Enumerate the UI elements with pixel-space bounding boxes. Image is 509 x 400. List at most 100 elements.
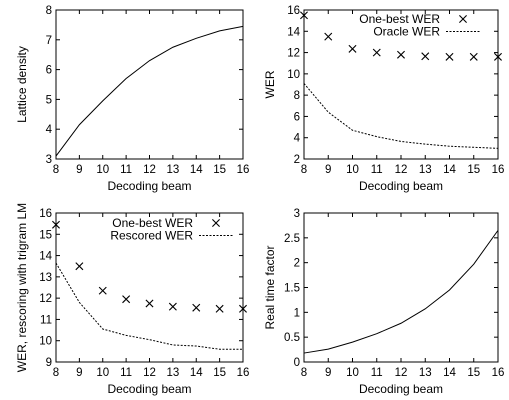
- one-best-point: [216, 305, 223, 312]
- y-tick-label: 15: [39, 229, 52, 241]
- y-tick-label: 1: [294, 307, 300, 319]
- one-best-point: [470, 53, 477, 60]
- y-tick-label: 14: [287, 26, 300, 38]
- x-tick-label: 13: [419, 367, 432, 379]
- x-tick-label: 15: [467, 164, 480, 176]
- x-tick-label: 15: [213, 367, 226, 379]
- rescored-wer-line: [56, 263, 243, 349]
- y-tick-label: 2: [294, 258, 300, 270]
- one-best-point: [349, 45, 356, 52]
- series-line: [304, 230, 498, 353]
- x-axis-label: Decoding beam: [107, 179, 191, 193]
- x-tick-label: 9: [325, 367, 331, 379]
- legend-label: Oracle WER: [373, 25, 440, 39]
- y-axis-label: Lattice density: [15, 46, 29, 123]
- x-tick-label: 14: [190, 367, 203, 379]
- x-tick-label: 9: [76, 164, 82, 176]
- y-tick-label: 2.5: [284, 233, 300, 245]
- panel-2: 8 9 10 11 12 13 14 15 16 2 4 6 8 10 12 14 16 Decoding bea…: [263, 5, 504, 193]
- panel-4: 8 9 10 11 12 13 14 15 16 0 0.5 1 1.5 2 2.5 3 Decoding be…: [263, 208, 504, 396]
- y-tick-label: 8: [46, 5, 52, 17]
- y-tick-label: 13: [39, 272, 52, 284]
- x-tick-label: 9: [325, 164, 331, 176]
- x-tick-label: 11: [371, 367, 383, 379]
- y-tick-label: 3: [294, 208, 300, 220]
- x-tick-label: 8: [301, 164, 307, 176]
- x-tick-label: 9: [76, 367, 82, 379]
- x-axis-label: Decoding beam: [359, 179, 443, 193]
- one-best-point: [193, 304, 200, 311]
- y-tick-label: 14: [39, 251, 52, 263]
- x-tick-label: 8: [53, 164, 59, 176]
- x-tick-label: 16: [492, 164, 505, 176]
- x-tick-label: 12: [143, 367, 156, 379]
- one-best-point: [146, 300, 153, 307]
- x-tick-label: 15: [213, 164, 226, 176]
- y-tick-label: 16: [39, 208, 52, 220]
- y-tick-label: 2: [294, 154, 300, 166]
- y-tick-label: 10: [287, 69, 300, 81]
- x-tick-label: 10: [346, 164, 359, 176]
- y-tick-label: 8: [294, 90, 300, 102]
- y-tick-label: 16: [287, 5, 300, 17]
- y-tick-label: 7: [46, 35, 52, 47]
- y-tick-label: 4: [46, 124, 53, 136]
- y-axis-label: Real time factor: [263, 245, 277, 329]
- x-tick-label: 14: [443, 164, 456, 176]
- one-best-point: [373, 49, 380, 56]
- one-best-point: [123, 296, 130, 303]
- y-axis-label: WER: [263, 70, 277, 98]
- x-tick-label: 15: [467, 367, 480, 379]
- one-best-point: [99, 287, 106, 294]
- x-tick-label: 16: [237, 367, 250, 379]
- x-tick-label: 12: [395, 367, 408, 379]
- one-best-point: [169, 303, 176, 310]
- oracle-wer-line: [304, 83, 498, 148]
- one-best-point: [325, 33, 332, 40]
- y-tick-label: 6: [46, 65, 52, 77]
- legend-cross-icon: [212, 219, 219, 226]
- y-tick-label: 10: [39, 336, 52, 348]
- series-line: [56, 26, 243, 156]
- x-tick-label: 10: [346, 367, 359, 379]
- x-tick-label: 8: [53, 367, 59, 379]
- x-tick-label: 14: [443, 367, 456, 379]
- one-best-point: [422, 53, 429, 60]
- x-axis-label: Decoding beam: [359, 382, 443, 396]
- x-tick-label: 10: [96, 164, 109, 176]
- y-tick-label: 12: [39, 293, 52, 305]
- y-tick-label: 3: [46, 154, 52, 166]
- y-tick-label: 5: [46, 94, 52, 106]
- x-tick-label: 11: [120, 164, 132, 176]
- y-tick-label: 9: [46, 357, 52, 369]
- one-best-point: [397, 51, 404, 58]
- panel-1: 8 9 10 11 12 13 14 15 16 3 4 5 6 7 8 Decoding beam Latti…: [15, 5, 249, 193]
- x-tick-label: 10: [96, 367, 109, 379]
- y-tick-label: 6: [294, 111, 300, 123]
- legend-label: Rescored WER: [110, 229, 193, 243]
- one-best-point: [446, 53, 453, 60]
- y-tick-label: 11: [40, 314, 52, 326]
- x-tick-label: 16: [492, 367, 505, 379]
- y-tick-label: 1.5: [284, 283, 300, 295]
- y-tick-label: 0.5: [284, 332, 300, 344]
- y-tick-label: 4: [294, 133, 301, 145]
- x-tick-label: 12: [143, 164, 156, 176]
- x-tick-label: 13: [166, 367, 179, 379]
- one-best-point: [76, 263, 83, 270]
- x-tick-label: 14: [190, 164, 203, 176]
- plot-frame: [304, 213, 498, 362]
- x-tick-label: 8: [301, 367, 307, 379]
- y-axis-label: WER, rescoring with trigram LM: [15, 203, 29, 372]
- x-tick-label: 13: [166, 164, 179, 176]
- x-tick-label: 16: [237, 164, 250, 176]
- x-tick-label: 11: [120, 367, 132, 379]
- y-tick-label: 12: [287, 48, 300, 60]
- panel-3: 8 9 10 11 12 13 14 15 16910111213141516Decoding …: [15, 203, 249, 396]
- x-axis-label: Decoding beam: [107, 382, 191, 396]
- x-tick-label: 13: [419, 164, 432, 176]
- y-tick-label: 0: [294, 357, 300, 369]
- x-tick-label: 12: [395, 164, 408, 176]
- x-tick-label: 11: [371, 164, 383, 176]
